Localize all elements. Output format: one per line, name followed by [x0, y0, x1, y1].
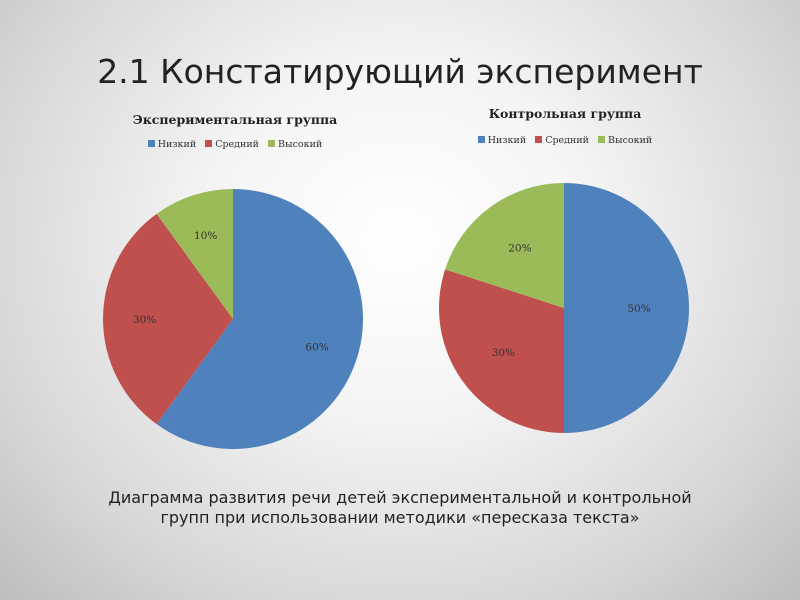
legend-item-low: Низкий: [147, 139, 197, 150]
pie-slice-low: [564, 183, 689, 433]
pie-data-label-medium: 30%: [492, 347, 515, 359]
pie-data-label-medium: 30%: [133, 314, 156, 326]
pie-slice-high: [445, 183, 564, 308]
legend-swatch-low: [477, 136, 485, 143]
legend-label-medium: Средний: [215, 139, 260, 150]
pie-data-label-low: 50%: [627, 303, 650, 315]
pie-slice-medium: [102, 213, 233, 425]
pie-chart: 60% 30% 10%: [102, 189, 364, 449]
pie-data-label-high: 10%: [194, 230, 217, 242]
legend-label-high: Высокий: [608, 135, 653, 146]
pie-slice-high: [156, 189, 233, 319]
pie-slice-medium: [439, 269, 564, 433]
slide-title: 2.1 Констатирующий эксперимент: [97, 52, 703, 91]
legend-swatch-medium: [205, 140, 213, 147]
pie-data-label-high: 20%: [508, 242, 531, 254]
chart-legend: Низкий Средний Высокий: [100, 139, 370, 150]
legend-label-high: Высокий: [278, 139, 323, 150]
pie-chart: 50% 30% 20%: [439, 183, 689, 433]
chart-caption: Диаграмма развития речи детей эксперимен…: [100, 488, 700, 528]
legend-item-medium: Средний: [205, 139, 259, 150]
chart-title: Экспериментальная группа: [132, 112, 338, 127]
pie-data-label-low: 60%: [305, 341, 328, 353]
pie-slice-low: [156, 189, 364, 449]
chart-title: Контрольная группа: [488, 106, 642, 121]
legend-label-low: Низкий: [487, 135, 527, 146]
chart-legend: Низкий Средний Высокий: [430, 135, 700, 146]
legend-swatch-high: [268, 140, 276, 147]
caption-line: Диаграмма развития речи детей эксперимен…: [108, 488, 692, 507]
experimental-group-chart: Экспериментальная группа Низкий Средний …: [100, 106, 370, 456]
caption-line: групп при использовании методики «переск…: [160, 508, 640, 527]
legend-item-medium: Средний: [535, 135, 589, 146]
legend-swatch-low: [147, 140, 155, 147]
legend-label-medium: Средний: [545, 135, 590, 146]
legend-label-low: Низкий: [157, 139, 197, 150]
legend-swatch-high: [598, 136, 606, 143]
legend-item-low: Низкий: [477, 135, 527, 146]
legend-item-high: Высокий: [598, 135, 652, 146]
legend-item-high: Высокий: [268, 139, 322, 150]
control-group-chart: Контрольная группа Низкий Средний Высоки…: [430, 100, 700, 440]
legend-swatch-medium: [535, 136, 543, 143]
